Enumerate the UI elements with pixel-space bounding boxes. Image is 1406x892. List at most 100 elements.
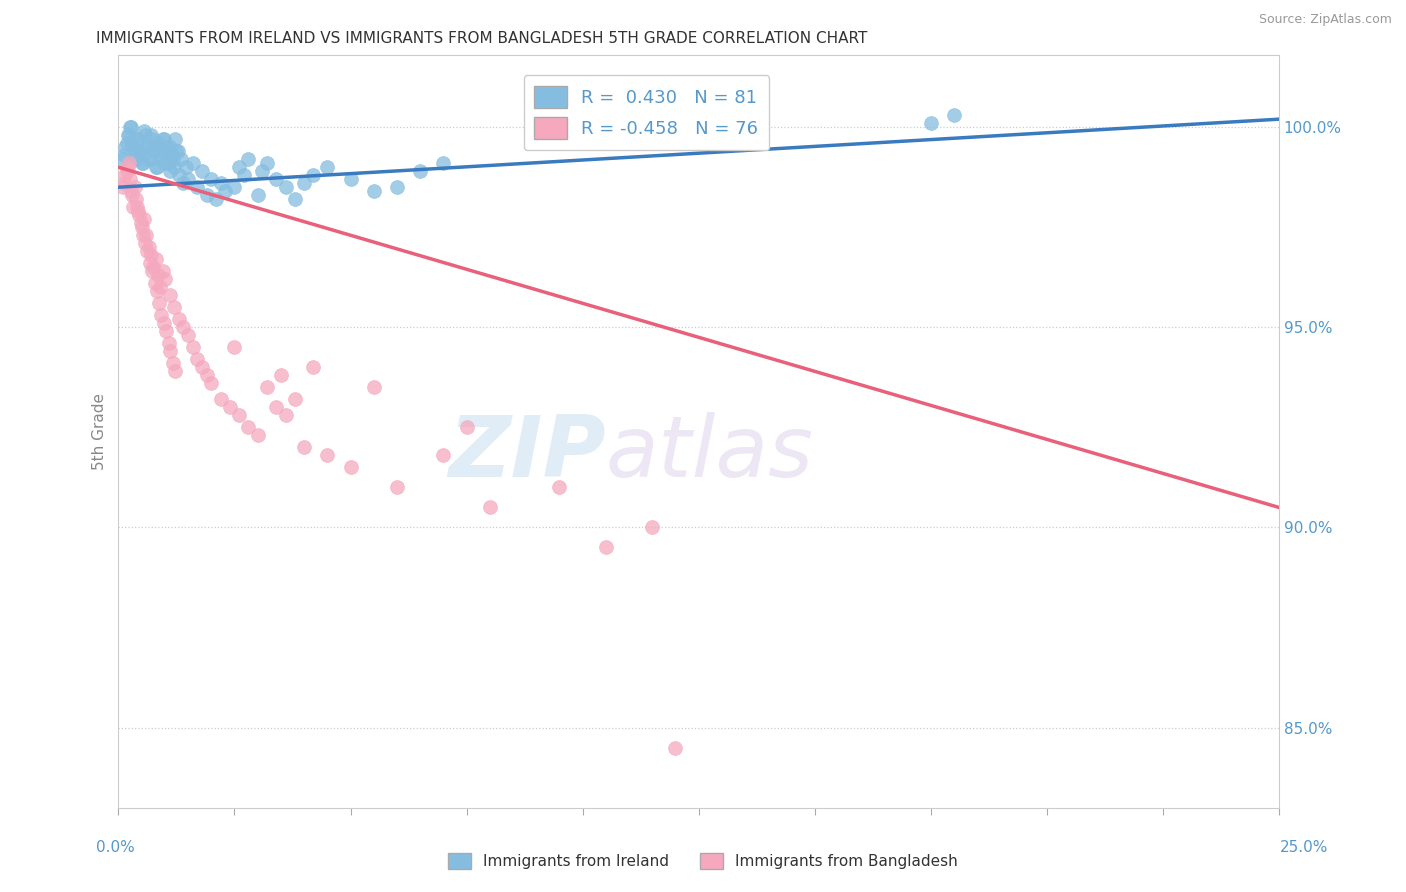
Point [132,212,155,227]
Point [146,136,169,151]
Point [167,168,190,182]
Point [128,208,150,222]
Point [209,392,232,407]
Point [186,180,208,194]
Point [256,156,278,170]
Text: 0.0%: 0.0% [96,840,135,855]
Point [165,132,187,146]
Point [181,156,204,170]
Point [152,132,174,146]
Point [134,236,156,251]
Point [115,136,138,151]
Point [145,285,167,299]
Legend: Immigrants from Ireland, Immigrants from Bangladesh: Immigrants from Ireland, Immigrants from… [441,847,965,875]
Point [112,176,135,190]
Point [146,268,169,283]
Point [150,152,173,166]
Point [148,296,170,310]
Point [195,188,218,202]
Point [166,145,188,159]
Point [142,260,165,275]
Point [205,192,228,206]
Point [174,160,197,174]
Point [162,356,184,370]
Point [339,460,361,475]
Point [316,449,339,463]
Point [149,148,172,162]
Point [149,280,172,294]
Point [129,145,152,159]
Point [121,136,143,151]
Point [284,192,307,206]
Point [148,140,170,154]
Point [117,128,139,143]
Point [163,301,186,315]
Point [385,180,408,194]
Point [181,340,204,354]
Point [122,200,145,214]
Point [363,380,385,394]
Point [165,364,187,378]
Point [118,172,141,186]
Point [167,312,190,326]
Point [139,256,162,270]
Point [170,152,193,166]
Point [155,145,177,159]
Point [121,188,143,202]
Point [153,316,176,330]
Point [224,340,246,354]
Y-axis label: 5th Grade: 5th Grade [93,392,107,470]
Point [274,409,297,423]
Point [218,401,240,415]
Point [595,541,617,555]
Point [302,168,325,182]
Point [118,120,141,135]
Point [159,164,181,178]
Point [124,180,146,194]
Point [246,188,269,202]
Text: ZIP: ZIP [449,412,606,495]
Point [136,244,159,259]
Point [145,160,167,174]
Point [139,152,162,166]
Point [152,264,174,278]
Point [128,145,150,159]
Point [141,132,163,146]
Point [138,240,160,254]
Point [145,160,167,174]
Point [131,156,153,170]
Point [264,401,287,415]
Point [166,145,188,159]
Point [238,420,260,434]
Point [115,164,138,178]
Point [153,132,176,146]
Point [117,160,139,174]
Point [135,228,157,243]
Point [191,164,214,178]
Point [136,140,159,154]
Point [114,140,136,154]
Point [157,336,180,351]
Point [135,140,157,154]
Point [120,120,142,135]
Point [124,148,146,162]
Point [228,160,250,174]
Point [159,140,181,154]
Point [153,272,176,286]
Point [200,376,222,391]
Point [292,441,315,455]
Point [132,124,155,138]
Point [141,264,163,278]
Point [385,480,408,494]
Point [157,156,180,170]
Point [138,152,160,166]
Point [256,380,278,394]
Point [159,288,181,302]
Point [195,368,218,383]
Point [163,160,186,174]
Point [214,184,236,198]
Point [316,160,339,174]
Point [270,368,292,383]
Point [548,480,571,494]
Point [456,420,478,434]
